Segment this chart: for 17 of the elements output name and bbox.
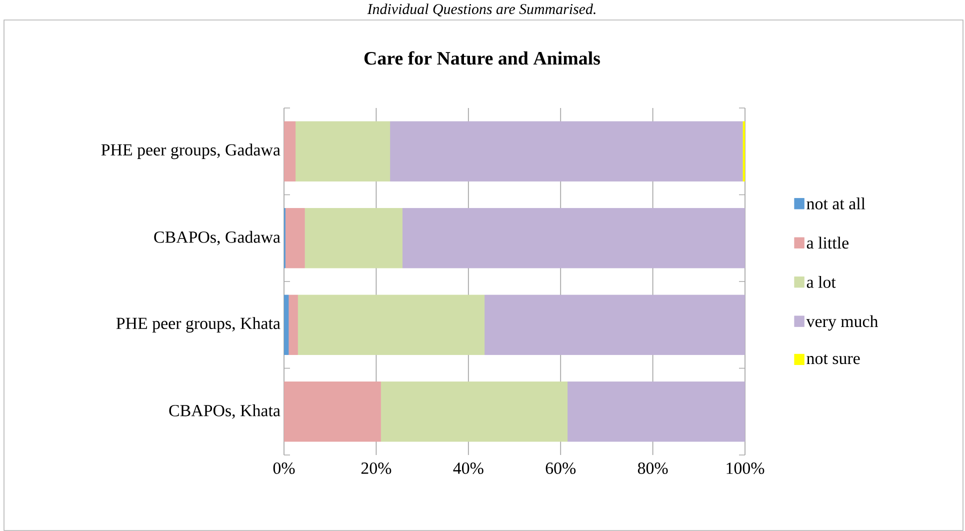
legend-label: not sure — [806, 354, 860, 364]
legend-label: a lot — [806, 276, 836, 288]
x-tick-label: 20% — [361, 462, 392, 474]
x-tick-label: 0% — [273, 462, 295, 474]
y-tick-label: PHE peer groups, Khata — [116, 317, 280, 333]
x-tick-label: 40% — [453, 462, 484, 474]
y-tick-label: CBAPOs, Gadawa — [154, 230, 280, 246]
x-tick-label: 80% — [638, 462, 668, 474]
legend-label: not at all — [806, 198, 866, 210]
legend-label: very much — [806, 315, 878, 331]
x-tick-label: 60% — [546, 462, 576, 474]
chart-title: Care for Nature and Animals — [364, 51, 600, 65]
x-tick-label: 100% — [726, 462, 764, 474]
y-tick-label: PHE peer groups, Gadawa — [101, 144, 280, 160]
legend-label: a little — [806, 236, 849, 249]
text: Individual Questions are Summarised. — [367, 4, 596, 16]
y-tick-label: CBAPOs, Khata — [169, 404, 280, 419]
